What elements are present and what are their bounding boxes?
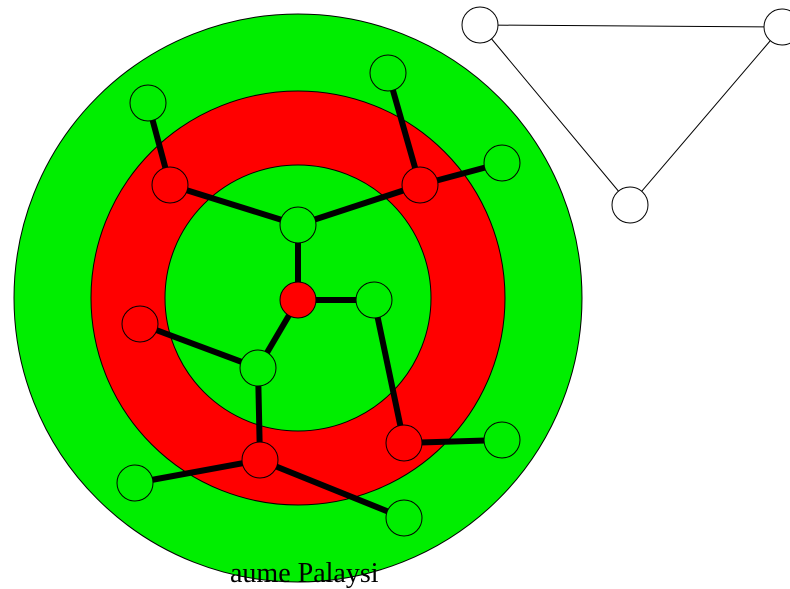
triangle-node [763,8,790,46]
tree-node-red [401,166,439,204]
tree-nodes [116,54,521,537]
tree-edge [258,457,406,521]
tree-node-red [241,441,279,479]
tree-node-red [121,305,159,343]
triangle-edges [479,24,783,206]
tree-node-green [355,281,393,319]
tree-node-green [385,499,423,537]
tree-node-green [483,421,521,459]
tree-edge [134,457,261,486]
tree-node-green [116,464,154,502]
tree-edge [169,182,299,228]
tree-node-green [129,84,167,122]
tree-node-green [239,349,277,387]
tree-node-red [151,166,189,204]
triangle-node [461,6,499,44]
tree-node-green [279,206,317,244]
triangle-edge [629,26,783,206]
triangle-nodes [461,6,790,224]
tree-node-red [279,281,317,319]
tree-node-green [483,144,521,182]
tree-node-red [385,424,423,462]
tree-node-green [369,54,407,92]
tree-edge [385,72,423,186]
triangle-edge [479,24,783,28]
tree-edge [138,321,260,371]
triangle-edge [479,24,631,206]
triangle-node [611,186,649,224]
tree-edge [297,182,421,228]
caption-text: aume Palaysi [230,558,379,589]
tree-edge [371,299,407,444]
